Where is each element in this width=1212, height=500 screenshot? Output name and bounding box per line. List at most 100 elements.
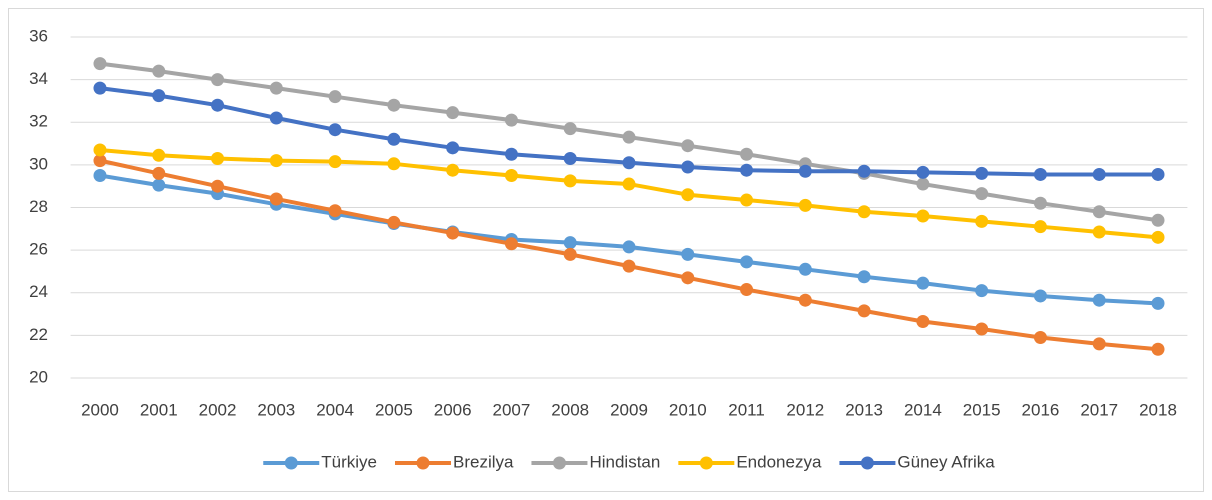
legend-label: Brezilya xyxy=(453,452,514,471)
x-tick-label: 2007 xyxy=(493,400,531,419)
data-point xyxy=(798,164,812,178)
x-tick-label: 2014 xyxy=(904,400,942,419)
data-point xyxy=(269,192,283,206)
data-point xyxy=(93,57,107,71)
x-tick-label: 2016 xyxy=(1022,400,1060,419)
x-tick-label: 2004 xyxy=(316,400,354,419)
data-point xyxy=(1092,205,1106,219)
x-tick-label: 2006 xyxy=(434,400,472,419)
x-tick-label: 2001 xyxy=(140,400,178,419)
data-point xyxy=(211,73,225,87)
data-point xyxy=(504,147,518,161)
data-point xyxy=(916,209,930,223)
data-point xyxy=(93,154,107,168)
data-point xyxy=(1033,331,1047,345)
data-point xyxy=(328,155,342,169)
x-tick-label: 2017 xyxy=(1080,400,1118,419)
data-point xyxy=(328,90,342,104)
data-point xyxy=(446,106,460,120)
x-tick-label: 2018 xyxy=(1139,400,1177,419)
y-tick-label: 22 xyxy=(29,325,48,344)
data-point xyxy=(681,160,695,174)
data-point xyxy=(975,187,989,201)
data-point xyxy=(1151,296,1165,310)
x-tick-label: 2008 xyxy=(551,400,589,419)
data-point xyxy=(681,247,695,261)
y-tick-label: 36 xyxy=(29,26,48,45)
data-point xyxy=(857,205,871,219)
data-point xyxy=(563,174,577,188)
data-point xyxy=(504,237,518,251)
data-point xyxy=(1151,167,1165,181)
data-point xyxy=(93,81,107,95)
data-point xyxy=(857,270,871,284)
data-point xyxy=(857,164,871,178)
data-point xyxy=(1092,293,1106,307)
x-tick-label: 2002 xyxy=(199,400,237,419)
legend-marker xyxy=(699,456,713,470)
data-point xyxy=(975,214,989,228)
data-point xyxy=(446,163,460,177)
legend-label: Türkiye xyxy=(321,452,377,471)
legend-marker xyxy=(860,456,874,470)
data-point xyxy=(622,240,636,254)
data-point xyxy=(563,236,577,250)
data-point xyxy=(622,177,636,191)
data-point xyxy=(798,262,812,276)
legend-label: Endonezya xyxy=(736,452,822,471)
legend-marker xyxy=(552,456,566,470)
data-point xyxy=(446,226,460,240)
data-point xyxy=(211,179,225,193)
data-point xyxy=(1033,220,1047,234)
data-point xyxy=(622,156,636,170)
data-point xyxy=(211,98,225,112)
data-point xyxy=(622,259,636,273)
x-tick-label: 2005 xyxy=(375,400,413,419)
x-tick-label: 2011 xyxy=(728,400,765,419)
data-point xyxy=(563,247,577,261)
data-point xyxy=(916,165,930,179)
data-point xyxy=(152,64,166,78)
data-point xyxy=(681,139,695,153)
legend-label: Hindistan xyxy=(589,452,660,471)
y-tick-label: 28 xyxy=(29,197,48,216)
data-point xyxy=(681,188,695,202)
data-point xyxy=(740,255,754,269)
data-point xyxy=(563,122,577,136)
data-point xyxy=(563,151,577,165)
x-tick-label: 2000 xyxy=(81,400,119,419)
data-point xyxy=(740,283,754,297)
data-point xyxy=(1151,342,1165,356)
data-point xyxy=(152,89,166,103)
data-point xyxy=(975,322,989,336)
data-point xyxy=(798,293,812,307)
data-point xyxy=(975,284,989,298)
x-tick-label: 2015 xyxy=(963,400,1001,419)
data-point xyxy=(740,147,754,161)
data-point xyxy=(1092,167,1106,181)
y-tick-label: 34 xyxy=(29,69,48,88)
data-point xyxy=(916,315,930,329)
data-point xyxy=(211,151,225,165)
data-point xyxy=(1092,225,1106,239)
data-point xyxy=(681,271,695,285)
x-tick-label: 2003 xyxy=(257,400,295,419)
data-point xyxy=(152,166,166,180)
data-point xyxy=(152,178,166,192)
data-point xyxy=(328,123,342,137)
y-tick-label: 24 xyxy=(29,282,48,301)
data-point xyxy=(1151,213,1165,227)
data-point xyxy=(93,143,107,157)
data-point xyxy=(740,193,754,207)
legend-marker xyxy=(284,456,298,470)
data-point xyxy=(916,276,930,290)
data-point xyxy=(798,198,812,212)
data-point xyxy=(1092,337,1106,351)
data-point xyxy=(1033,196,1047,210)
data-point xyxy=(152,148,166,162)
y-tick-label: 26 xyxy=(29,240,48,259)
data-point xyxy=(857,304,871,318)
x-tick-label: 2012 xyxy=(786,400,824,419)
data-point xyxy=(916,177,930,191)
data-point xyxy=(1151,230,1165,244)
